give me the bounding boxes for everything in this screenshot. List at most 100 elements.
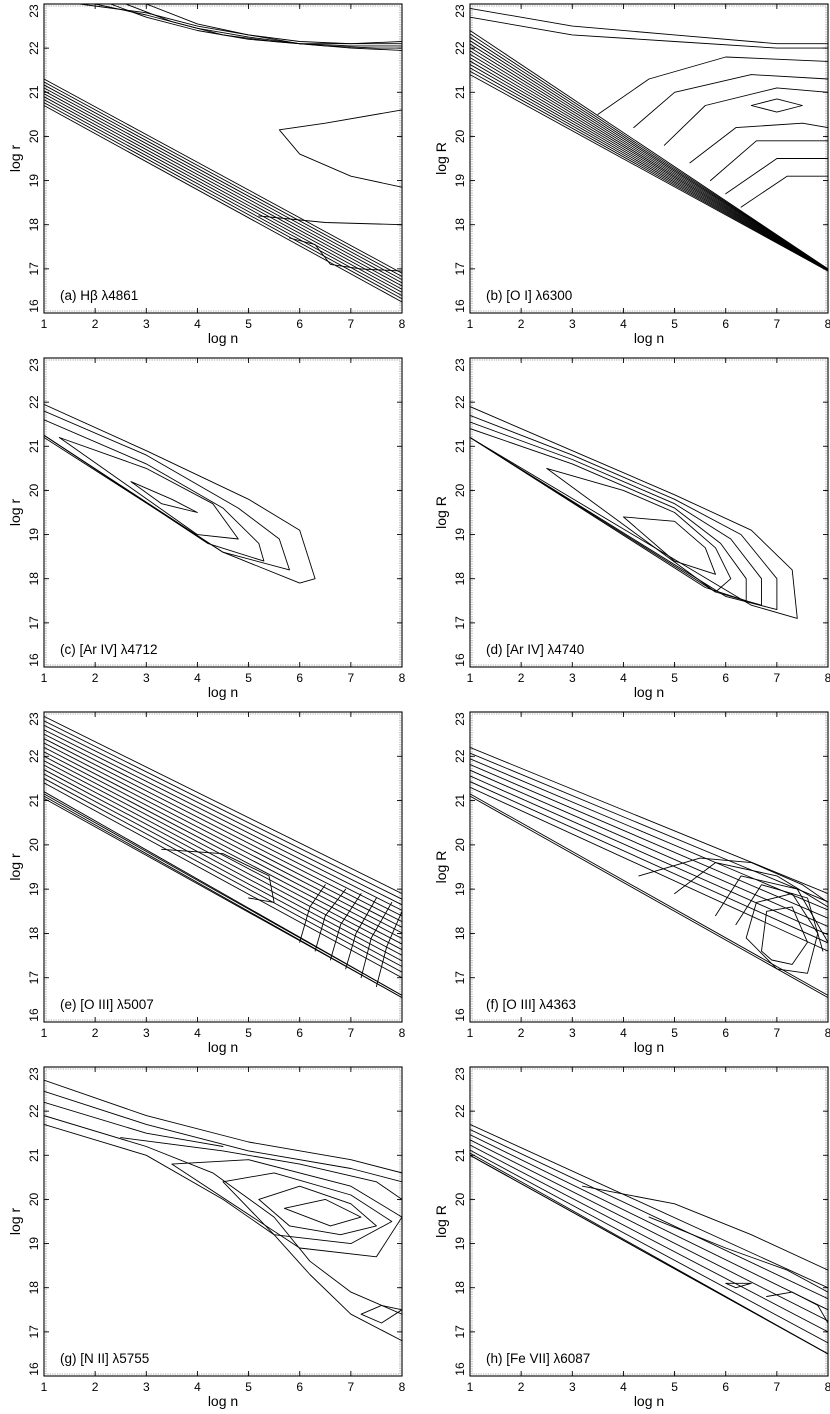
y-tick-label: 16 xyxy=(453,299,467,313)
contour-line xyxy=(44,81,402,277)
y-tick-label: 18 xyxy=(27,218,41,232)
y-tick-label: 21 xyxy=(453,85,467,99)
x-tick-label: 3 xyxy=(143,671,150,685)
panel-label: (g) [N II] λ5755 xyxy=(60,1351,149,1366)
plot-frame xyxy=(43,711,403,1023)
contour-line xyxy=(44,1090,402,1183)
contour-line xyxy=(470,421,762,606)
contour-line xyxy=(470,775,828,936)
x-tick-label: 3 xyxy=(569,1380,576,1394)
contour-line xyxy=(470,781,828,944)
contour-line xyxy=(44,769,402,962)
contour-line xyxy=(258,1185,377,1236)
contour-line xyxy=(622,516,716,575)
contour-line xyxy=(299,884,326,943)
y-tick-label: 23 xyxy=(453,1067,467,1081)
contour-line xyxy=(709,140,828,182)
y-tick-label: 22 xyxy=(453,749,467,763)
x-axis-label: log n xyxy=(634,330,664,346)
x-tick-label: 1 xyxy=(467,317,474,331)
x-tick-label: 5 xyxy=(671,317,678,331)
contour-line xyxy=(44,746,402,934)
contour-line xyxy=(130,481,198,513)
y-tick-label: 17 xyxy=(27,1325,41,1339)
y-tick-label: 17 xyxy=(453,971,467,985)
contour-line xyxy=(735,884,824,952)
contour-line xyxy=(470,16,828,49)
contour-line xyxy=(745,893,819,974)
contour-line xyxy=(470,47,828,271)
contour-line xyxy=(44,403,316,584)
x-tick-label: 4 xyxy=(194,317,201,331)
contour-line xyxy=(470,60,828,271)
y-tick-label: 19 xyxy=(27,528,41,542)
contour-line xyxy=(44,90,402,287)
x-tick-label: 8 xyxy=(825,1026,830,1040)
contour-line xyxy=(582,1185,828,1271)
x-tick-label: 2 xyxy=(518,671,525,685)
x-tick-label: 6 xyxy=(722,671,729,685)
contour-line xyxy=(470,795,828,999)
x-tick-label: 4 xyxy=(620,1380,627,1394)
x-tick-label: 7 xyxy=(774,1026,781,1040)
contour-line xyxy=(470,786,828,952)
x-tick-label: 2 xyxy=(92,671,99,685)
contour-group xyxy=(470,406,798,619)
contour-line xyxy=(766,1291,828,1324)
x-tick-label: 7 xyxy=(348,671,355,685)
y-tick-label: 19 xyxy=(27,1237,41,1251)
contour-group xyxy=(44,715,402,999)
y-axis-label: log r xyxy=(7,853,23,881)
y-tick-label: 20 xyxy=(27,129,41,143)
x-tick-label: 6 xyxy=(296,317,303,331)
x-tick-label: 5 xyxy=(671,1026,678,1040)
x-tick-label: 7 xyxy=(774,671,781,685)
contour-line xyxy=(44,87,402,284)
contour-line xyxy=(470,752,828,903)
x-tick-label: 7 xyxy=(774,1380,781,1394)
contour-line xyxy=(44,797,402,999)
y-tick-label: 20 xyxy=(27,1192,41,1206)
y-tick-label: 19 xyxy=(27,174,41,188)
y-tick-label: 16 xyxy=(27,299,41,313)
contour-line xyxy=(258,215,402,226)
x-tick-label: 5 xyxy=(671,1380,678,1394)
contour-line xyxy=(44,782,402,979)
x-tick-label: 5 xyxy=(245,317,252,331)
contour-line xyxy=(278,109,402,188)
contour-line xyxy=(44,773,402,967)
x-tick-label: 6 xyxy=(722,1026,729,1040)
x-axis-label: log n xyxy=(634,684,664,700)
contour-line xyxy=(470,30,828,270)
contour-line xyxy=(44,1101,224,1147)
y-tick-label: 23 xyxy=(27,4,41,18)
y-tick-label: 21 xyxy=(453,794,467,808)
contour-line xyxy=(161,848,275,903)
contour-line xyxy=(345,897,377,970)
contour-group xyxy=(44,1079,402,1342)
plot-frame-inner xyxy=(45,5,401,312)
panel-label: (h) [Fe VII] λ6087 xyxy=(486,1351,590,1366)
y-tick-label: 21 xyxy=(27,85,41,99)
contour-line xyxy=(470,63,828,272)
y-tick-label: 17 xyxy=(453,616,467,630)
contour-line xyxy=(470,40,828,270)
contour-line xyxy=(44,1115,402,1315)
panel-label: (f) [O III] λ4363 xyxy=(486,997,576,1012)
contour-line xyxy=(58,437,239,540)
y-tick-label: 23 xyxy=(27,712,41,726)
y-axis-label: log R xyxy=(433,851,449,884)
x-tick-label: 1 xyxy=(41,671,48,685)
x-axis-label: log n xyxy=(208,684,238,700)
x-tick-label: 4 xyxy=(620,1026,627,1040)
contour-line xyxy=(44,84,402,281)
y-tick-label: 20 xyxy=(453,838,467,852)
plot-frame xyxy=(469,1066,829,1377)
plot-frame-inner xyxy=(471,1068,827,1375)
contour-line xyxy=(470,1123,828,1289)
y-tick-label: 18 xyxy=(453,926,467,940)
